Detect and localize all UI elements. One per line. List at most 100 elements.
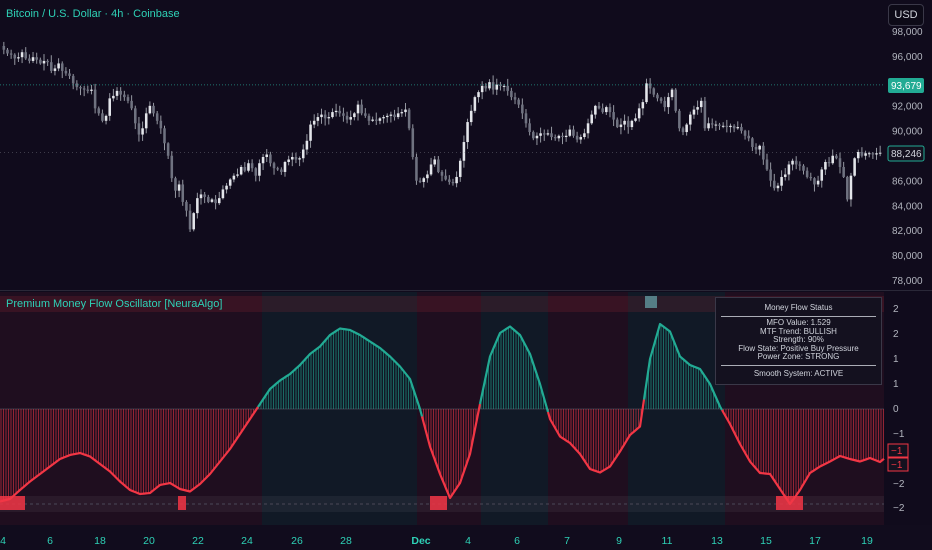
- candle-body: [513, 97, 517, 100]
- candle: [458, 158, 462, 182]
- candle: [126, 94, 130, 104]
- symbol-title[interactable]: Bitcoin / U.S. Dollar · 4h · Coinbase: [6, 8, 180, 20]
- candle-body: [86, 89, 90, 91]
- candle-body: [488, 82, 491, 89]
- candle: [46, 59, 49, 66]
- candle: [265, 149, 269, 162]
- oscillator-tick-label: 2: [893, 304, 899, 315]
- candle-body: [57, 63, 60, 69]
- candle: [718, 122, 721, 130]
- candle-body: [553, 137, 557, 139]
- candle: [312, 114, 316, 129]
- candle: [396, 107, 400, 120]
- candle: [856, 149, 860, 163]
- oscillator-tick-label: −2: [893, 503, 905, 514]
- candle: [480, 81, 484, 100]
- price-pane[interactable]: [0, 0, 932, 290]
- candle-body: [776, 185, 780, 189]
- x-axis-label: 17: [809, 535, 821, 547]
- candle-body: [740, 127, 743, 131]
- candle-body: [579, 137, 583, 140]
- candle: [696, 100, 699, 115]
- candle: [367, 113, 371, 126]
- candle: [466, 118, 469, 149]
- candle: [6, 47, 9, 56]
- candle: [743, 129, 747, 140]
- candle: [473, 95, 477, 114]
- candle-body: [276, 168, 279, 170]
- candle: [550, 126, 553, 141]
- candle: [809, 172, 813, 181]
- pane-separator[interactable]: [0, 290, 932, 291]
- candle: [104, 114, 108, 125]
- candle-body: [670, 89, 674, 98]
- candle: [626, 116, 630, 134]
- indicator-title[interactable]: Premium Money Flow Oscillator [NeuraAlgo…: [6, 298, 223, 310]
- candle-body: [809, 176, 813, 179]
- candle: [557, 134, 561, 142]
- candle: [283, 160, 287, 177]
- candle: [418, 177, 422, 184]
- candle: [163, 125, 166, 151]
- candle-body: [232, 175, 236, 180]
- candle-body: [491, 82, 495, 90]
- candle: [564, 129, 568, 142]
- candle-body: [90, 89, 93, 91]
- candle-body: [134, 108, 137, 124]
- candle: [236, 168, 239, 178]
- x-axis-label: 15: [760, 535, 772, 547]
- candle-body: [39, 59, 42, 64]
- candle-body: [802, 165, 805, 171]
- candle: [594, 104, 597, 119]
- candle-body: [31, 57, 35, 61]
- candle: [243, 162, 247, 173]
- candle-body: [645, 83, 648, 103]
- candle: [546, 129, 550, 137]
- candle: [199, 189, 203, 205]
- candle-body: [192, 213, 195, 230]
- candle-body: [469, 110, 473, 123]
- candle-body: [838, 158, 842, 167]
- status-line-mtf-trend: MTF Trend: BULLISH: [760, 326, 837, 336]
- candle-body: [853, 158, 856, 176]
- candle-body: [714, 124, 718, 126]
- candle: [575, 131, 579, 143]
- candle: [601, 103, 604, 114]
- candle-body: [794, 160, 798, 165]
- candle-body: [393, 114, 396, 118]
- candle-body: [364, 113, 367, 116]
- candle-body: [28, 58, 31, 61]
- currency-button[interactable]: USD: [888, 4, 924, 26]
- candle-body: [214, 199, 217, 204]
- candle-body: [291, 156, 294, 160]
- candle: [334, 103, 338, 117]
- candle-body: [327, 117, 331, 119]
- candle-body: [769, 169, 772, 181]
- candle: [462, 135, 466, 168]
- candle-body: [773, 180, 776, 189]
- candle-body: [97, 108, 101, 114]
- candle: [831, 149, 834, 165]
- candle: [732, 124, 736, 133]
- candle: [469, 104, 473, 126]
- candle-body: [345, 115, 349, 120]
- money-flow-status-panel: Money Flow Status MFO Value: 1.529 MTF T…: [715, 297, 882, 385]
- candle-body: [199, 194, 203, 199]
- candle-body: [575, 135, 579, 140]
- mfo-line-bear: [721, 409, 885, 506]
- candle-body: [798, 164, 802, 166]
- candle: [667, 92, 670, 114]
- candle: [93, 83, 97, 114]
- x-axis-label: 20: [143, 535, 155, 547]
- candle: [846, 175, 849, 202]
- candle-body: [707, 123, 710, 129]
- candle-body: [608, 107, 612, 113]
- candle-body: [13, 54, 17, 59]
- candle: [860, 147, 864, 158]
- candle: [137, 116, 141, 142]
- candle: [725, 119, 729, 133]
- candle-body: [353, 113, 356, 118]
- candle-body: [623, 120, 626, 125]
- candle: [586, 118, 590, 139]
